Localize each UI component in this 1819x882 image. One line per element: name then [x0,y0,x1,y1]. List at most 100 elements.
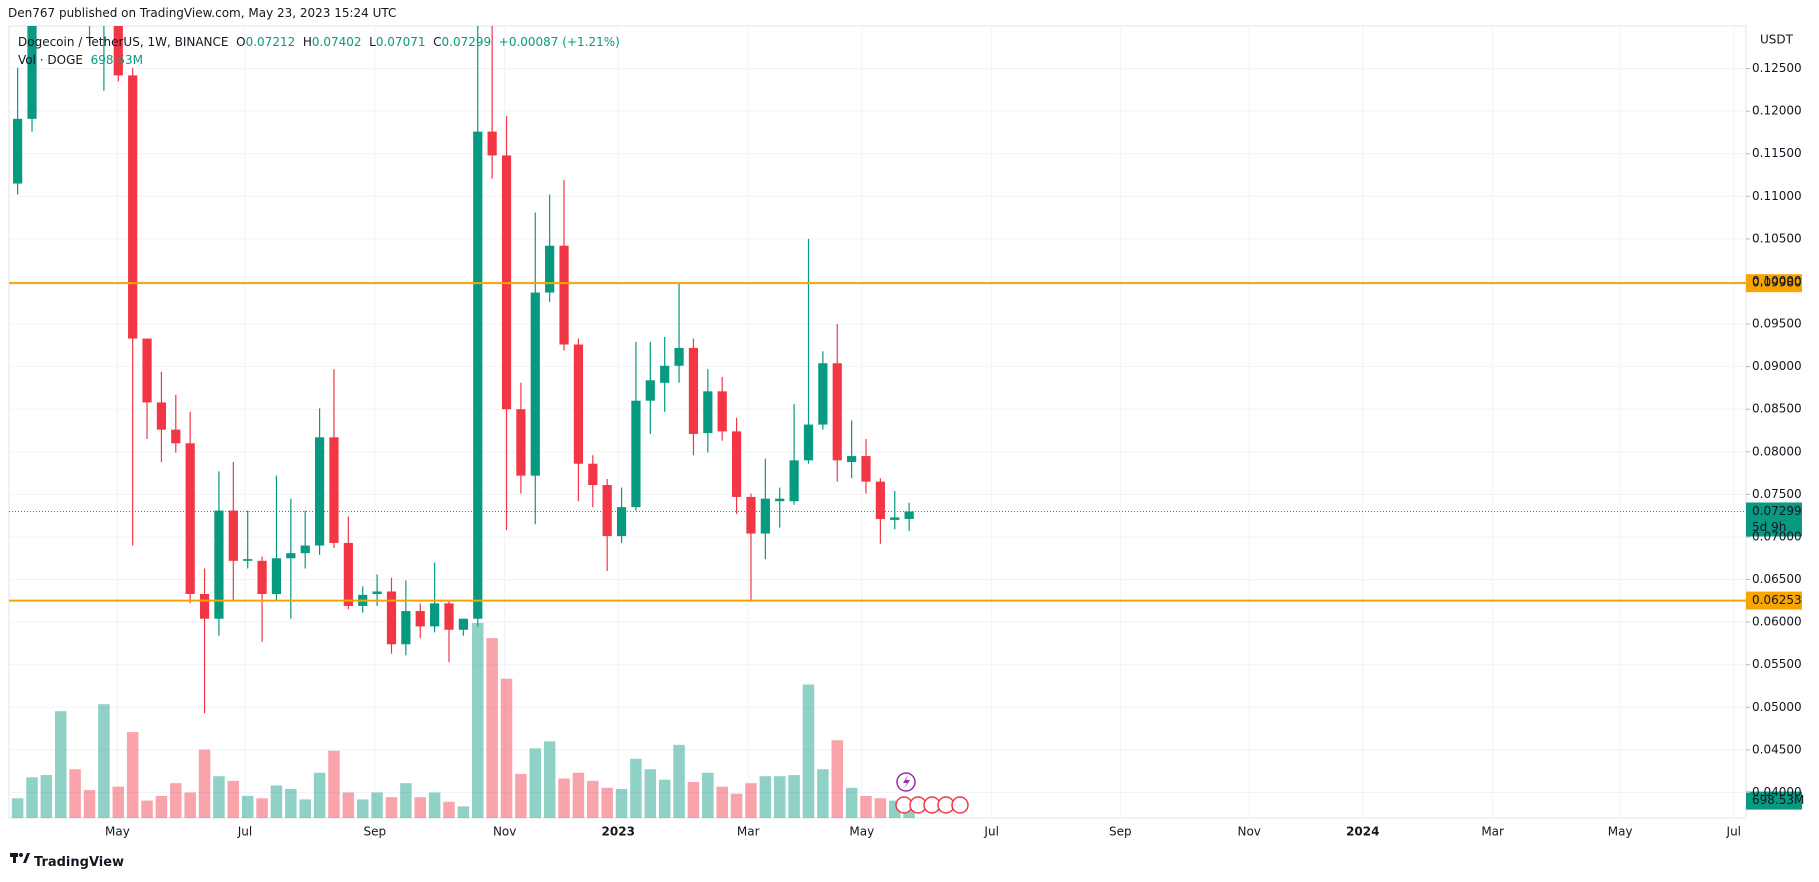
volume-bar [759,776,772,818]
volume-bar [26,777,38,818]
ohlc-prefix: C [433,35,442,49]
volume-name: Vol · DOGE [18,53,83,67]
legend-volume: Vol · DOGE 698.53M [18,51,620,69]
candle-body [645,380,655,401]
volume-bar [227,780,240,818]
y-tick-label: 0.11000 [1752,189,1802,203]
volume-bar [241,795,254,818]
candle-layer [13,26,914,714]
volume-bar [11,798,24,818]
earnings-flags[interactable] [895,796,969,814]
ohlc-prefix: O [236,35,246,49]
volume-bar [356,799,369,818]
x-tick-label: May [849,825,874,839]
axis-unit: USDT [1760,33,1794,47]
volume-bar [457,806,470,818]
candle-body [803,424,814,461]
volume-bar [313,772,326,818]
candle-body [458,618,468,630]
y-tick-label: 0.06500 [1752,572,1802,586]
volume-bar [500,678,513,818]
y-tick-label: 0.11500 [1752,146,1802,160]
volume-bar [170,783,182,818]
candle-body [185,443,195,595]
candle-body [731,431,742,497]
candle-body [473,131,483,619]
symbol: Dogecoin / TetherUS, 1W, BINANCE [18,35,229,49]
candle-body [573,344,584,464]
volume-layer [11,623,915,818]
volume-bar [889,800,901,818]
volume-bar [788,775,800,818]
y-tick-label: 0.10500 [1752,231,1802,245]
candle-body [674,347,684,366]
y-tick-label: 0.09500 [1752,317,1802,331]
flag[interactable] [951,796,969,814]
volume-bar [745,783,757,818]
volume-bar [716,786,728,818]
y-tick-label: 0.06000 [1752,615,1802,629]
event-icon-bolt [903,775,910,789]
logo [10,853,30,863]
volume-bar [730,793,743,818]
candle-body [156,402,167,430]
candle-body [171,429,181,444]
x-tick-label: Jul [237,825,252,839]
x-tick-label: 2023 [602,825,635,839]
last-price-box [1746,502,1802,537]
volume-bar [141,800,153,818]
candle-body [415,611,425,627]
y-tick-label: 0.12500 [1752,61,1802,75]
candle-body [214,510,224,619]
legend-main: Dogecoin / TetherUS, 1W, BINANCE O0.0721… [18,33,620,51]
volume-bar [543,741,556,818]
volume-bar [615,788,628,818]
candle-body [717,391,727,432]
volume-bar [40,775,53,818]
volume-bar [69,769,81,818]
volume-bar [702,772,714,818]
candle-body [13,118,23,184]
volume-bar [601,787,613,818]
candle-body [875,481,885,520]
volume-bar [802,684,815,818]
volume-bar [630,758,642,818]
brand: TradingView [34,855,125,870]
x-tick-label: Sep [363,825,386,839]
volume-bar [414,797,426,818]
publish-info: Den767 published on TradingView.com, May… [8,6,397,20]
candle-body [559,245,569,345]
candle-body [243,559,253,561]
volume-bar [256,798,268,818]
y-tick-label: 0.08000 [1752,444,1802,458]
candle-body [329,437,339,543]
y-tick-label: 0.07500 [1752,487,1802,501]
candle-body [271,558,282,595]
volume-bar [558,778,570,818]
ohlc-value: 0.07071 [375,35,426,49]
volume-bar [817,769,829,818]
x-tick-label: Mar [1481,825,1504,839]
plot-area [8,25,1747,819]
volume-bar [285,788,297,818]
candle-body [904,511,914,519]
candle-body [343,542,353,606]
candle-body [199,594,210,619]
candle-body [847,456,857,463]
x-tick-label: May [105,825,130,839]
candle-body [746,496,756,534]
y-tick-label: 0.05000 [1752,700,1802,714]
volume-bar [486,638,498,818]
volume-bar [443,801,455,818]
volume-bar [385,797,398,818]
ohlc-prefix: H [302,35,312,49]
y-tick-label: 0.09000 [1752,359,1802,373]
volume-bar [644,769,657,818]
volume-bar [213,776,225,818]
candle-body [703,391,713,434]
last-price-label: 0.07299 [1752,504,1802,518]
volume-value: 698.53M [90,53,143,67]
x-tick-label: Jul [983,825,998,839]
